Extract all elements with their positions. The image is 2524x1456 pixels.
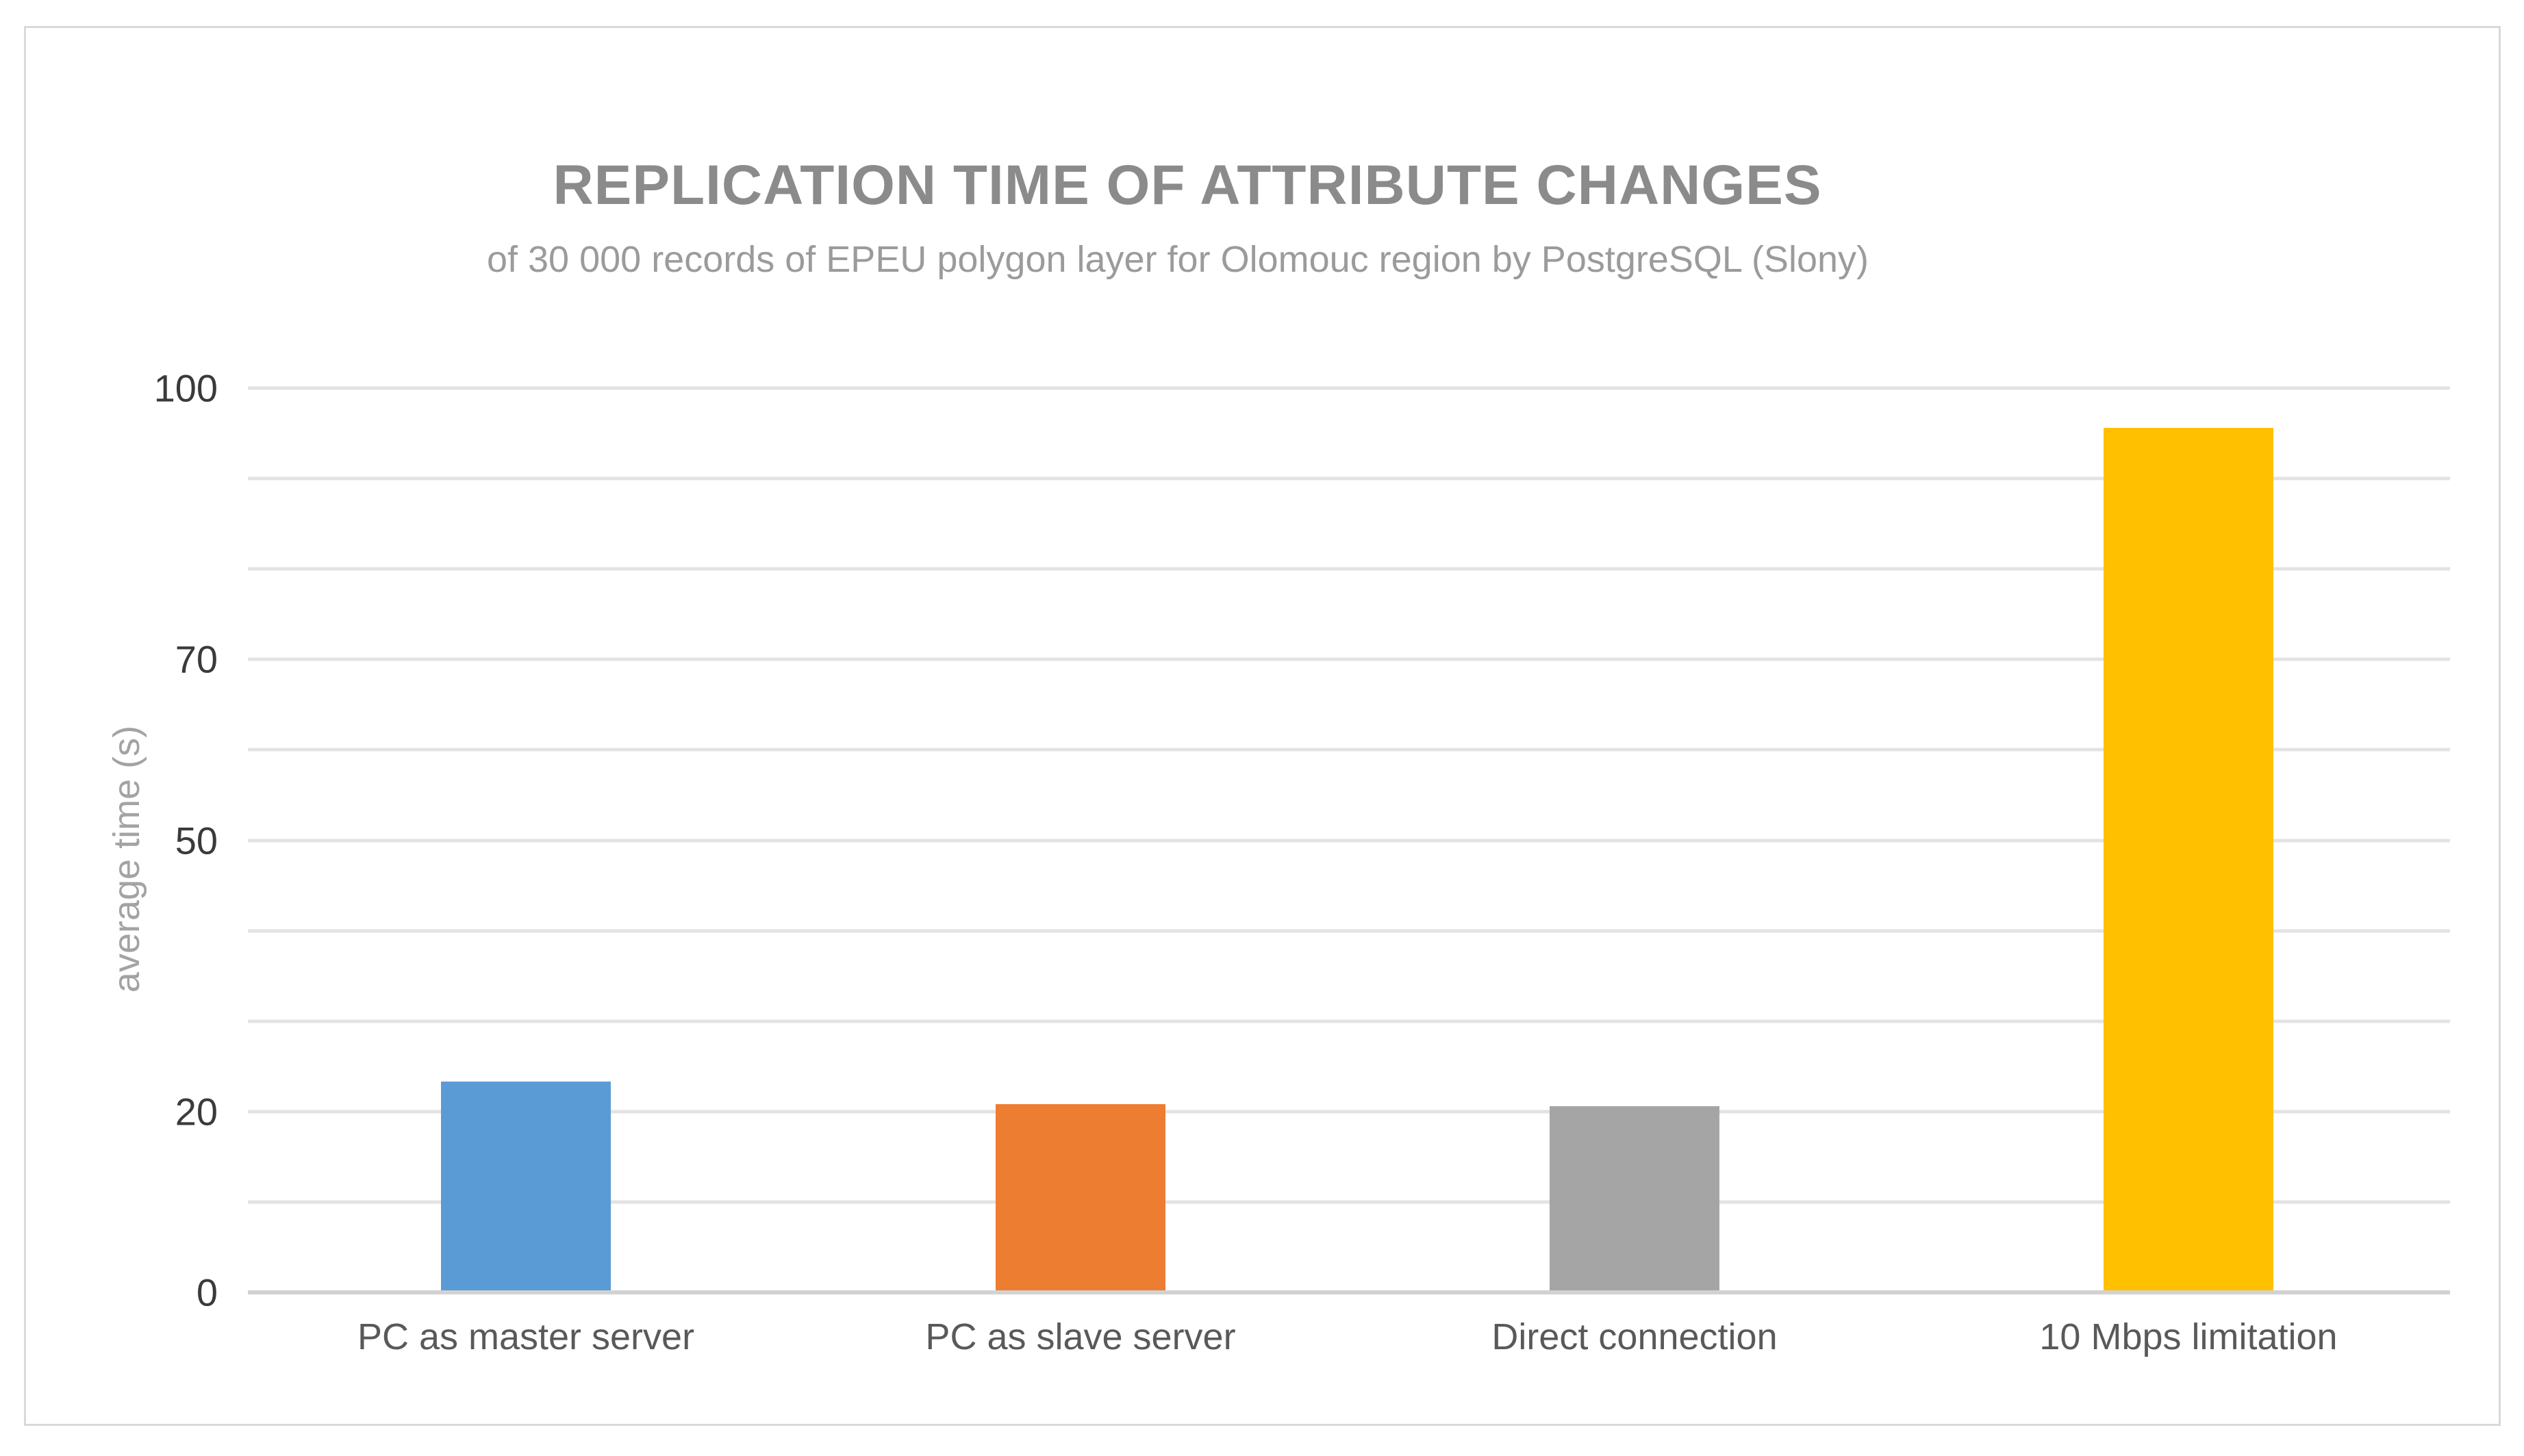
gridline-40: [248, 929, 2450, 933]
gridline-100: [248, 386, 2450, 390]
gridline-80: [248, 567, 2450, 571]
y-tick-label-100: 100: [153, 366, 218, 410]
plot-area: [248, 386, 2450, 1294]
category-label-10-mbps-limitation: 10 Mbps limitation: [2039, 1316, 2338, 1357]
chart-title: REPLICATION TIME OF ATTRIBUTE CHANGES: [553, 154, 1822, 216]
gridline-30: [248, 1019, 2450, 1023]
category-label-pc-as-slave-server: PC as slave server: [925, 1316, 1236, 1357]
gridline-20: [248, 1110, 2450, 1114]
gridline-50: [248, 839, 2450, 842]
gridline-10: [248, 1200, 2450, 1204]
bar-10-mbps-limitation: [2104, 428, 2273, 1292]
y-tick-label-70: 70: [175, 637, 218, 681]
y-tick-label-20: 20: [175, 1090, 218, 1134]
gridline-60: [248, 748, 2450, 752]
bar-pc-as-slave-server: [996, 1104, 1165, 1292]
chart-frame-border: [24, 26, 2501, 1426]
category-label-direct-connection: Direct connection: [1491, 1316, 1778, 1357]
gridline-90: [248, 476, 2450, 481]
gridline-70: [248, 657, 2450, 661]
category-label-pc-as-master-server: PC as master server: [357, 1316, 695, 1357]
chart-subtitle: of 30 000 records of EPEU polygon layer …: [486, 239, 1869, 280]
bar-direct-connection: [1550, 1106, 1719, 1292]
y-tick-label-50: 50: [175, 819, 218, 862]
bar-pc-as-master-server: [441, 1082, 611, 1292]
y-tick-label-0: 0: [196, 1270, 218, 1314]
x-axis-line: [248, 1290, 2450, 1294]
